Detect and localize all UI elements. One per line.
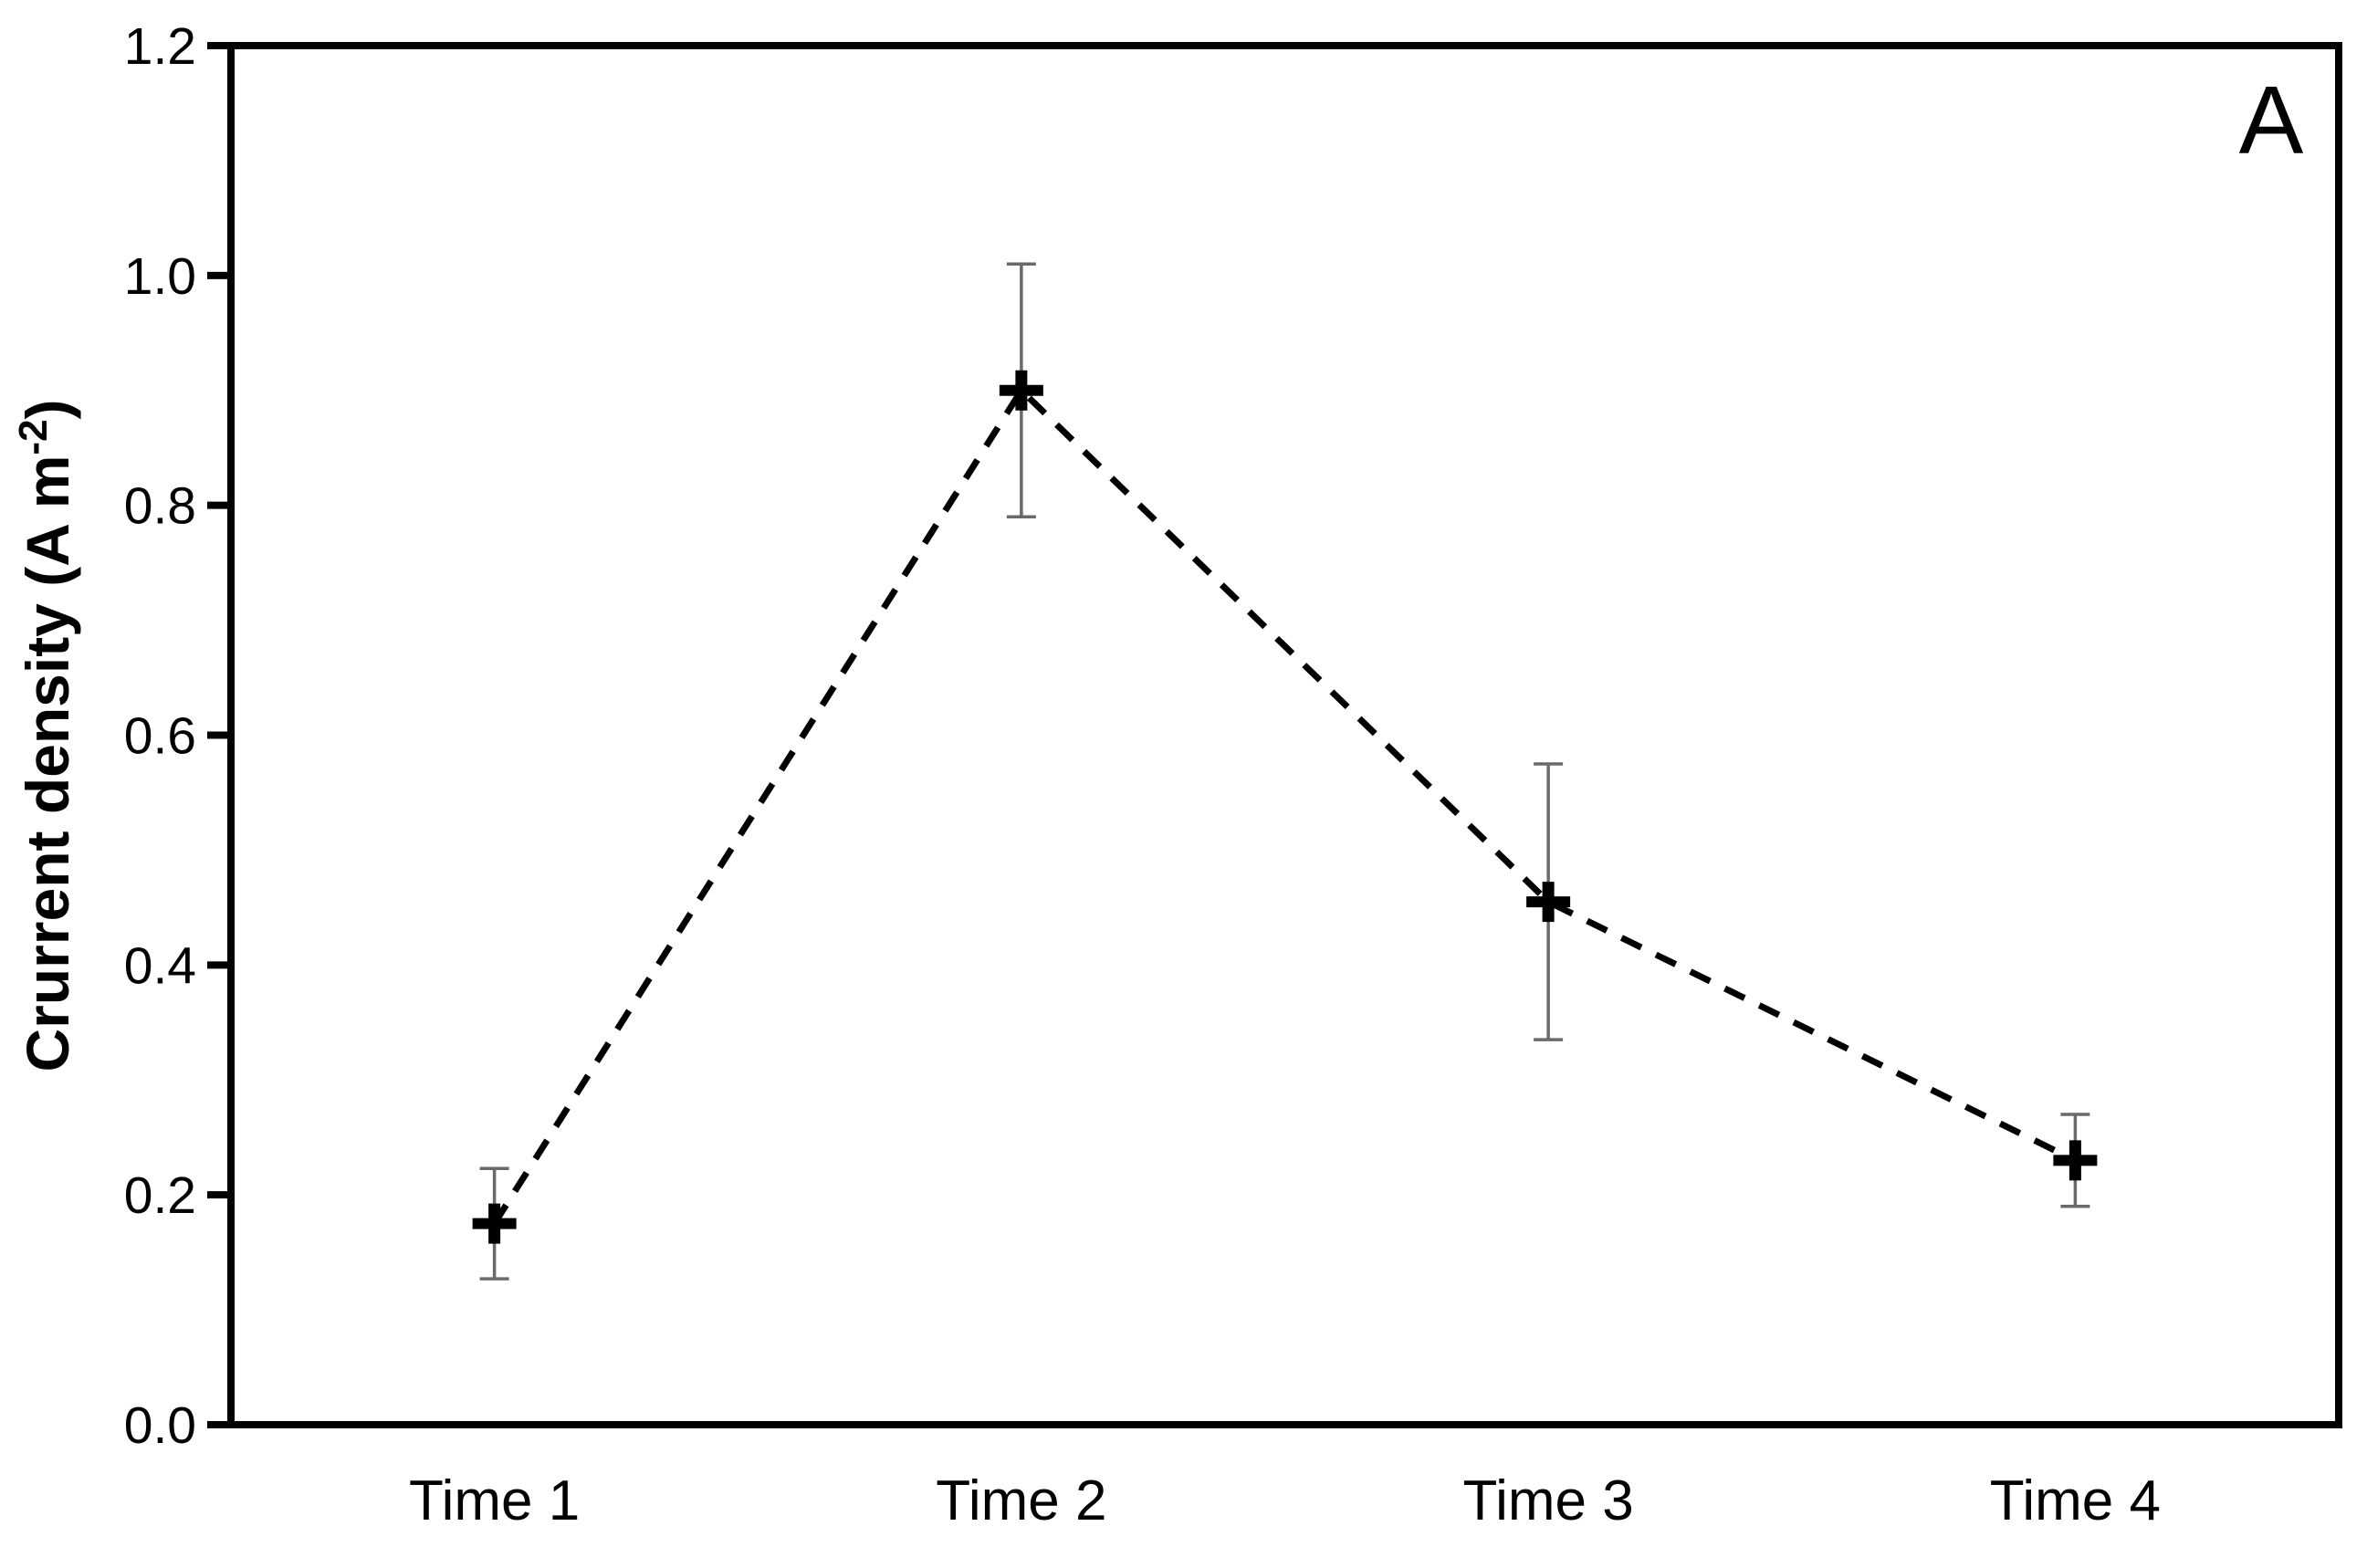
y-tick-label: 0.6 (124, 707, 196, 766)
chart-layer: 0.0 0.2 0.4 0.6 0.8 1.0 1.2 Time 1 Time 2 Time 3 T… (124, 17, 2342, 1532)
y-axis-title-close: ) (14, 399, 81, 419)
y-axis-title-main: Crurrent density (A m (14, 455, 81, 1072)
y-tick-label: 0.8 (124, 477, 196, 536)
y-tick-label: 0.4 (124, 936, 196, 995)
x-tick-label: Time 2 (936, 1469, 1106, 1532)
x-tick-label: Time 1 (409, 1469, 580, 1532)
data-line (491, 385, 2077, 1226)
y-tick-label: 0.0 (124, 1396, 196, 1455)
y-tick-label: 0.2 (124, 1166, 196, 1225)
x-tick-label: Time 3 (1463, 1469, 1634, 1532)
panel-label: A (2239, 67, 2304, 174)
y-axis-title-superscript: -2 (11, 419, 56, 455)
y-tick-label: 1.2 (124, 17, 196, 76)
y-axis-title: Crurrent density (A m-2) (11, 399, 81, 1071)
y-tick-label: 1.0 (124, 247, 196, 306)
plot-border (227, 42, 2342, 1428)
x-tick-label: Time 4 (1990, 1469, 2161, 1532)
